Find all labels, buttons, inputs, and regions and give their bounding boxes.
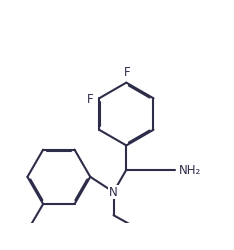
Text: F: F bbox=[87, 92, 93, 106]
Text: F: F bbox=[124, 65, 131, 78]
Text: N: N bbox=[109, 186, 118, 199]
Text: NH₂: NH₂ bbox=[179, 164, 201, 177]
